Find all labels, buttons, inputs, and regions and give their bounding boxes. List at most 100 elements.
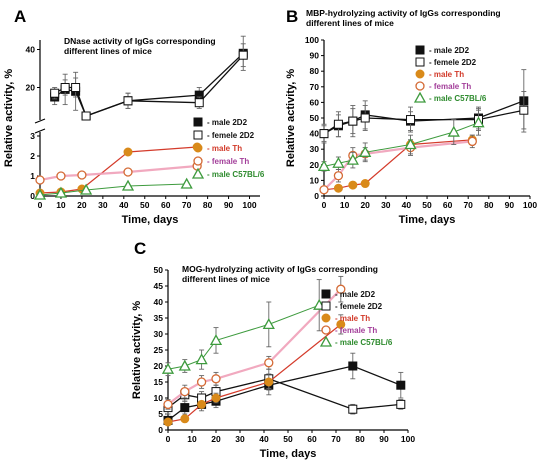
legend-marker-3	[415, 81, 425, 91]
chart-title: MOG-hydrolyzing activity of IgGs corresp…	[182, 264, 378, 284]
y-tick-label: 50	[310, 113, 320, 123]
data-point-3-1	[333, 171, 344, 181]
data-point-1-2	[71, 83, 81, 92]
data-point-3-4	[264, 358, 274, 368]
legend-label-2: - male Th	[429, 70, 464, 79]
data-point-2-5	[336, 319, 346, 329]
legend-label-0: - male 2D2	[207, 118, 248, 127]
y-tick-label: 20	[310, 160, 320, 170]
data-point-4-6	[472, 116, 485, 128]
mbp-activity-chart: B MBP-hydrolyzing activity of IgGs corres…	[285, 7, 537, 226]
x-tick-label: 70	[463, 200, 473, 210]
data-point-2-3	[123, 147, 133, 157]
x-tick-label: 70	[182, 200, 192, 210]
data-point-4-5	[447, 125, 460, 137]
y-tick-label: 40	[154, 297, 164, 307]
data-point-3-1	[180, 386, 190, 397]
y-tick-label: 5	[158, 409, 163, 419]
x-tick-label: 10	[187, 434, 197, 444]
series-group	[317, 69, 529, 195]
data-point-1-6	[396, 399, 406, 409]
legend-marker-2	[193, 143, 203, 153]
legend-label-3: - female Th	[429, 82, 471, 91]
data-point-1-6	[238, 50, 248, 60]
legend-marker-4	[191, 167, 205, 179]
x-tick-label: 10	[56, 200, 66, 210]
legend-marker-3	[193, 156, 203, 166]
x-tick-label: 0	[166, 434, 171, 444]
x-tick-label: 60	[443, 200, 453, 210]
x-tick-label: 40	[259, 434, 269, 444]
y-tick-label: 10	[310, 175, 320, 185]
legend-label-1: - femele 2D2	[207, 131, 255, 140]
series-line-3	[323, 140, 473, 191]
y-tick-label: 20	[154, 361, 164, 371]
legend-label-0: - male 2D2	[429, 46, 470, 55]
y-tick-label: 60	[310, 97, 320, 107]
x-axis-label: Time, days	[399, 214, 456, 226]
y-tick-label: 50	[154, 265, 164, 275]
data-point-3-0	[319, 185, 329, 195]
legend-marker-4	[319, 335, 333, 347]
legend-marker-0	[321, 289, 331, 299]
panel-b: B MBP-hydrolyzing activity of IgGs corres…	[282, 0, 550, 230]
y-tick-label: 90	[310, 51, 320, 61]
y-tick-label: 3	[30, 131, 35, 141]
y-tick-label: 45	[154, 281, 164, 291]
y-axis-label: Relative activity, %	[3, 69, 15, 167]
data-point-1-6	[519, 105, 529, 115]
x-tick-label: 100	[242, 200, 256, 210]
series-line-0	[167, 365, 402, 421]
data-point-1-1	[60, 83, 70, 92]
x-tick-label: 60	[307, 434, 317, 444]
y-tick-label: 0	[158, 425, 163, 435]
series-line-2	[39, 146, 198, 194]
y-tick-label: 40	[26, 45, 36, 55]
legend-marker-2	[415, 69, 425, 79]
legend-label-4: - male C57BL/6	[207, 170, 265, 179]
y-tick-label: 30	[154, 329, 164, 339]
data-point-4-1	[332, 156, 345, 168]
axis-break-mark	[34, 128, 46, 134]
data-point-2-2	[197, 399, 207, 409]
legend: - male 2D2 - femele 2D2 - male Th - female …	[319, 289, 393, 347]
legend-marker-4	[413, 91, 427, 103]
y-tick-label: 30	[310, 144, 320, 154]
legend-label-1: - femele 2D2	[429, 58, 477, 67]
data-point-3-2	[77, 170, 87, 180]
chart-title: DNase activity of IgGs corresponding diff…	[64, 36, 216, 56]
y-tick-label: 70	[310, 82, 320, 92]
dnase-activity-chart: A DNase activity of IgGs corresponding dif…	[3, 7, 265, 226]
data-point-4-2	[79, 183, 93, 195]
x-tick-label: 40	[402, 200, 412, 210]
legend-label-3: - female Th	[335, 326, 377, 335]
panel-letter: B	[286, 7, 298, 26]
data-point-4-4	[262, 318, 275, 330]
legend: - male 2D2 - femele 2D2 - male Th - female …	[191, 117, 265, 179]
data-point-0-5	[348, 361, 358, 371]
series-line-2	[167, 323, 342, 423]
y-tick-label: 1	[30, 171, 35, 181]
data-point-0-1	[180, 403, 190, 413]
data-point-2-4	[264, 377, 274, 387]
legend-marker-1	[193, 130, 203, 140]
data-point-3-3	[211, 374, 221, 384]
data-point-4-3	[209, 334, 223, 346]
data-point-4-0	[33, 188, 47, 200]
x-tick-label: 20	[211, 434, 221, 444]
x-tick-label: 30	[98, 200, 108, 210]
data-point-4-4	[180, 177, 193, 189]
x-axis-label: Time, days	[122, 214, 179, 226]
chart-title: MBP-hydrolyzing activity of IgGs corresp…	[306, 8, 501, 28]
x-tick-label: 80	[203, 200, 213, 210]
data-point-4-2	[346, 153, 359, 165]
y-tick-label: 20	[26, 83, 36, 93]
x-tick-label: 50	[283, 434, 293, 444]
legend-marker-2	[321, 313, 331, 323]
axis-break-mark	[34, 118, 46, 124]
y-tick-label: 25	[154, 345, 164, 355]
data-point-2-3	[360, 179, 370, 189]
data-point-1-0	[319, 129, 329, 139]
x-tick-label: 80	[484, 200, 494, 210]
data-point-4-0	[161, 362, 175, 374]
